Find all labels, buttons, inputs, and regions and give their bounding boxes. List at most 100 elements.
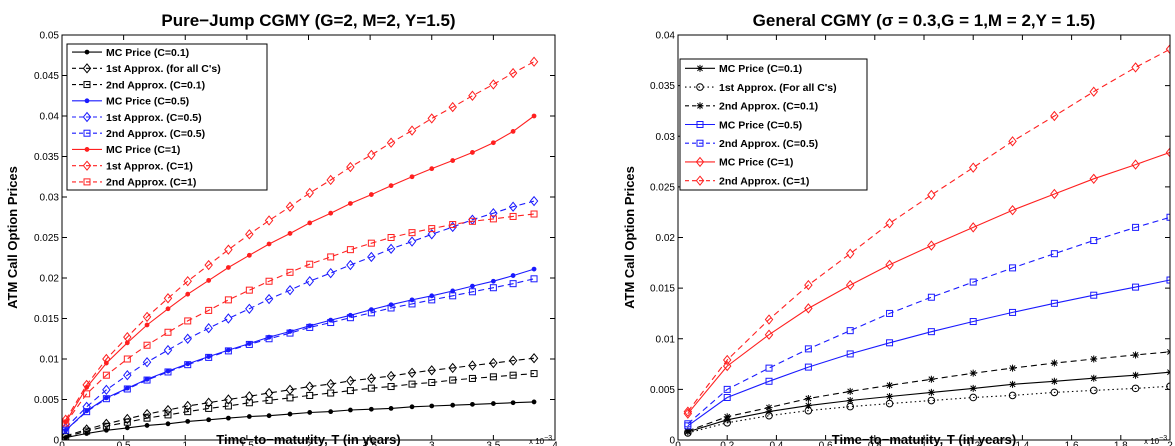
right-series-1-point-8: [1008, 391, 1017, 400]
left-series-0-point-23: [531, 399, 537, 405]
right-series-3-point-1: [723, 393, 731, 401]
right-series-line-3: [687, 279, 1170, 427]
right-legend-label-3: MC Price (C=0.5): [719, 119, 802, 131]
left-series-5-point-16: [387, 304, 395, 312]
left-series-7-point-21: [489, 79, 498, 90]
right-x-tick-label-10: 2: [1167, 440, 1173, 446]
left-series-6-point-12: [307, 220, 313, 226]
right-y-tick-label-0: 0: [669, 436, 675, 446]
left-series-5-point-8: [224, 347, 232, 355]
left-series-6-point-20: [470, 150, 475, 155]
right-legend-marker-4: [696, 139, 704, 147]
right-series-2-point-10: [1090, 355, 1098, 363]
left-series-4-point-3: [123, 370, 132, 381]
right-series-5-point-11: [1131, 159, 1140, 170]
left-series-8-point-6: [184, 317, 192, 325]
left-series-2-point-23: [530, 370, 538, 378]
left-x-tick-label-3: 1.5: [240, 440, 254, 446]
left-series-2-point-22: [509, 371, 517, 379]
left-series-5-point-19: [449, 292, 457, 300]
left-series-7-point-11: [285, 201, 295, 212]
left-series-5-point-12: [306, 323, 314, 331]
left-series-4-point-16: [386, 243, 396, 255]
left-legend-label-3: MC Price (C=0.5): [106, 96, 189, 108]
left-series-3-point-22: [510, 273, 516, 278]
left-series-6-point-15: [368, 192, 374, 197]
left-series-1-point-9: [245, 391, 254, 402]
left-series-4-point-9: [245, 303, 254, 314]
right-series-6-point-12: [1165, 43, 1170, 55]
left-series-0-point-17: [409, 404, 415, 410]
right-series-3-point-12: [1166, 276, 1170, 284]
left-y-tick-label-2: 0.01: [40, 355, 60, 366]
left-series-6-point-6: [185, 291, 191, 297]
right-series-0-point-6: [927, 388, 935, 396]
left-series-2-point-20: [468, 374, 476, 382]
right-y-tick-label-4: 0.02: [656, 233, 676, 244]
left-series-4-point-21: [489, 208, 498, 219]
left-series-0-point-5: [165, 421, 171, 427]
right-y-tick-label-7: 0.035: [650, 81, 675, 92]
left-series-6-point-13: [328, 210, 334, 216]
left-series-8-point-1: [83, 390, 91, 398]
left-legend-marker-3: [84, 98, 90, 104]
left-series-1-point-18: [427, 365, 436, 376]
left-series-7-point-0: [62, 414, 70, 425]
left-series-7-point-14: [346, 161, 355, 173]
right-series-1-point-4: [846, 402, 855, 411]
left-series-7-point-15: [367, 149, 376, 161]
left-series-8-point-11: [286, 268, 294, 276]
left-series-8-point-9: [245, 286, 253, 294]
left-series-4-point-17: [407, 236, 417, 247]
left-series-0-point-4: [144, 423, 150, 428]
left-series-0-point-12: [307, 410, 313, 415]
left-series-8-point-3: [123, 355, 131, 363]
left-series-0-point-13: [328, 409, 334, 415]
left-series-7-point-22: [508, 67, 518, 79]
left-y-tick-label-1: 0.005: [34, 395, 59, 406]
left-series-7-point-12: [305, 187, 314, 199]
left-series-8-point-13: [327, 253, 335, 261]
left-series-8-point-23: [530, 210, 538, 218]
left-series-4-point-23: [529, 195, 539, 207]
right-x-tick-label-8: 1.6: [1065, 440, 1079, 446]
right-series-3-point-2: [765, 377, 773, 385]
left-series-0-point-15: [368, 406, 374, 412]
left-series-5-point-18: [428, 296, 436, 304]
left-series-3-point-21: [490, 278, 496, 284]
right-series-2-point-6: [927, 375, 935, 383]
left-series-8-point-12: [306, 260, 314, 268]
left-series-1-point-2: [102, 418, 111, 429]
left-series-line-7: [65, 61, 535, 421]
left-series-1-point-15: [367, 373, 376, 384]
right-series-line-5: [687, 151, 1170, 415]
right-series-6-point-3: [804, 279, 813, 291]
left-series-4-point-6: [183, 333, 192, 344]
left-legend-marker-8: [83, 178, 91, 186]
left-x-tick-label-5: 2.5: [363, 440, 377, 446]
right-series-5-point-1: [722, 360, 732, 372]
right-series-0-point-4: [846, 397, 854, 405]
right-series-4-point-2: [765, 364, 773, 372]
left-series-0-point-3: [124, 425, 130, 431]
left-y-tick-label-8: 0.04: [40, 112, 60, 123]
right-series-2-point-9: [1050, 359, 1058, 367]
left-series-8-point-21: [489, 215, 497, 223]
right-series-4-point-0: [684, 420, 692, 428]
left-series-2-point-17: [408, 380, 416, 388]
left-series-6-point-19: [450, 158, 456, 163]
right-series-6-point-0: [683, 406, 693, 417]
right-series-1-point-5: [885, 399, 894, 408]
left-series-7-point-20: [468, 90, 477, 101]
left-legend-marker-2: [83, 81, 91, 89]
right-series-6-point-7: [968, 162, 978, 173]
left-series-8-point-20: [468, 217, 476, 225]
left-series-8-point-18: [428, 225, 436, 233]
right-x-tick-label-6: 1.2: [966, 440, 980, 446]
right-series-4-point-4: [846, 327, 854, 335]
right-series-5-point-4: [845, 279, 855, 291]
right-series-6-point-4: [845, 248, 855, 259]
left-series-1-point-14: [346, 375, 355, 387]
right-series-5-point-10: [1089, 173, 1098, 184]
left-series-4-point-14: [346, 259, 355, 271]
